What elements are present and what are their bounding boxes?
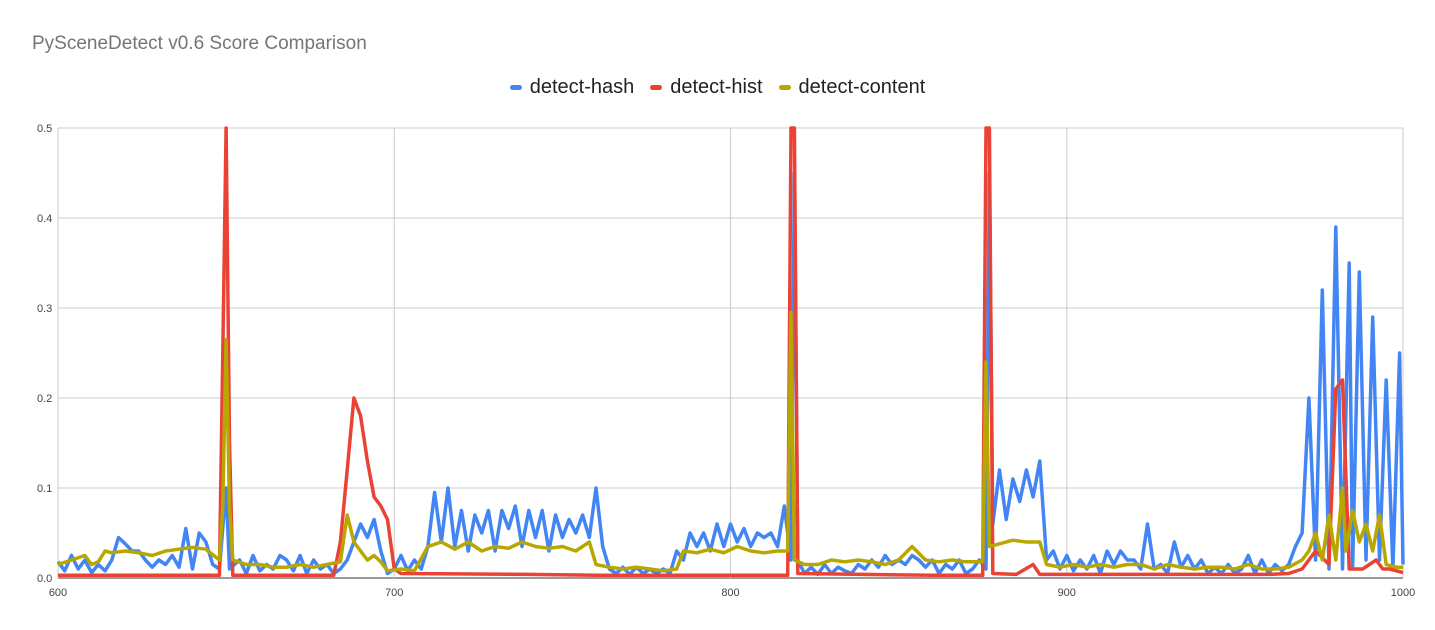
legend-item-hash[interactable]: detect-hash (509, 76, 635, 99)
legend-label-hash: detect-hash (529, 76, 635, 98)
y-tick-label: 0.4 (37, 213, 52, 225)
series-line-detect-hash (56, 171, 1405, 577)
y-tick-label: 0.1 (37, 483, 52, 495)
series-line-detect-content (57, 310, 1403, 573)
legend-item-hist[interactable]: detect-hist (650, 76, 763, 99)
legend-label-content: detect-content (798, 76, 926, 98)
x-tick-label: 900 (1058, 587, 1076, 599)
series-line-detect-hist (58, 126, 1404, 578)
x-tick-label: 600 (49, 587, 67, 599)
legend-swatch-hash (509, 85, 522, 90)
y-tick-label: 0.3 (37, 303, 52, 315)
y-tick-label: 0.2 (37, 393, 52, 405)
legend: detect-hash detect-hist detect-content (0, 76, 1435, 99)
legend-label-hist: detect-hist (670, 76, 763, 98)
x-tick-label: 800 (721, 587, 739, 599)
y-tick-label: 0.0 (37, 573, 52, 585)
legend-swatch-content (778, 85, 791, 90)
legend-item-content[interactable]: detect-content (778, 76, 926, 99)
x-tick-label: 1000 (1391, 587, 1415, 599)
chart-title: PySceneDetect v0.6 Score Comparison (32, 33, 367, 54)
x-tick-label: 700 (385, 587, 403, 599)
legend-swatch-hist (650, 85, 663, 90)
y-tick-label: 0.5 (37, 123, 52, 135)
